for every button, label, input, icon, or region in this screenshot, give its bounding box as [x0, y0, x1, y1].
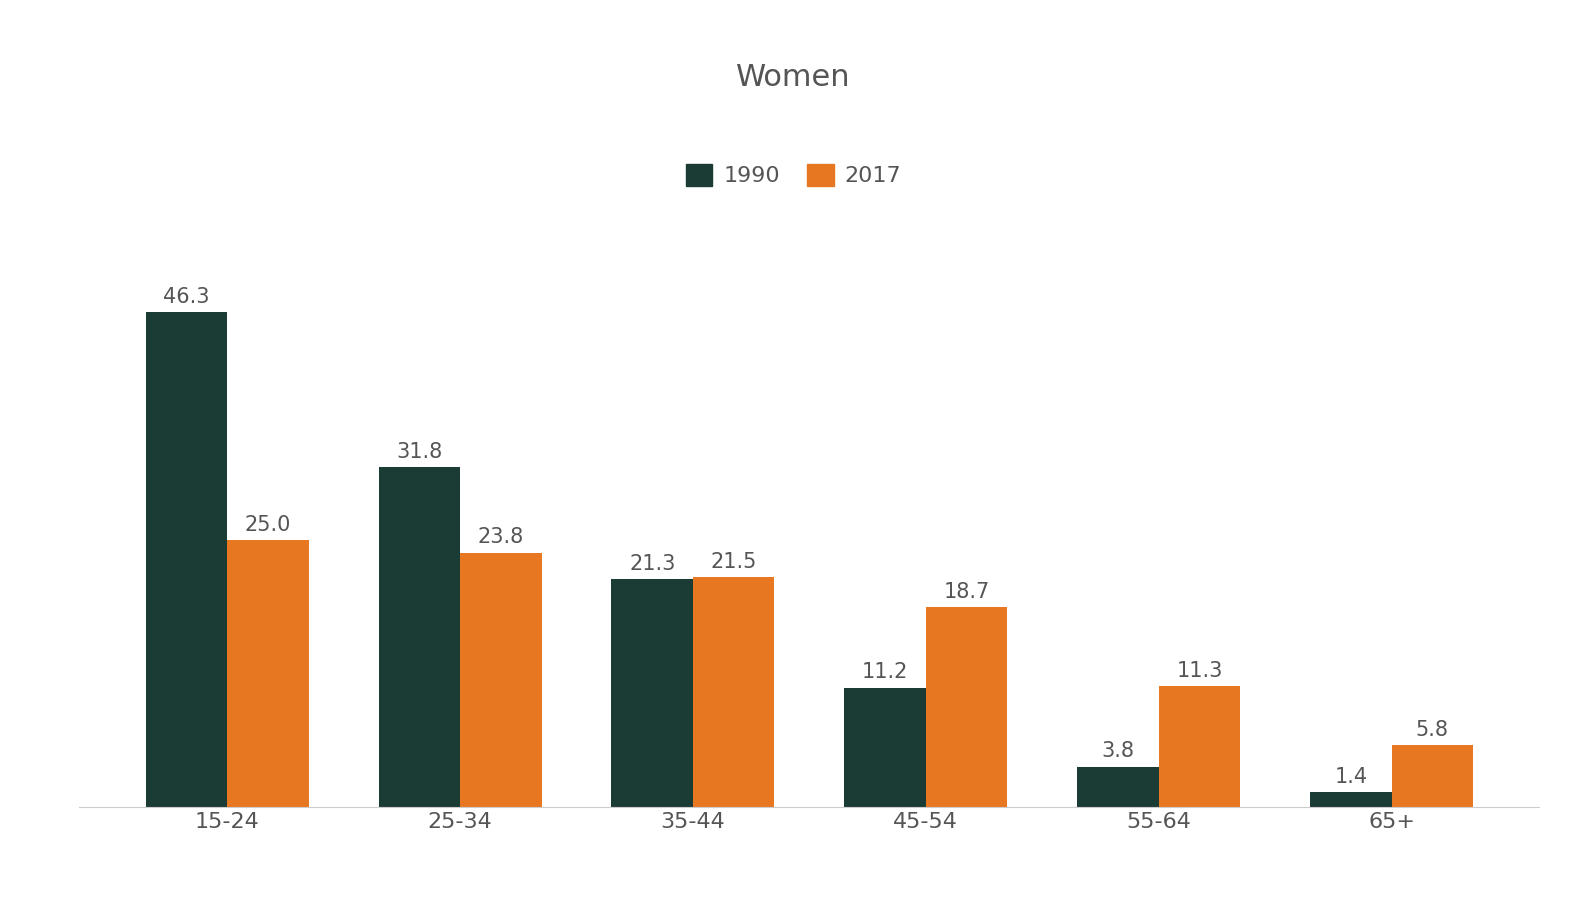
Bar [694, 578, 774, 807]
Text: 46.3: 46.3 [163, 287, 209, 307]
Text: 21.5: 21.5 [711, 552, 757, 572]
Bar [611, 579, 694, 807]
Bar [379, 467, 460, 807]
Bar [146, 312, 227, 807]
Bar [1078, 767, 1159, 807]
Text: 3.8: 3.8 [1101, 741, 1135, 762]
Text: 31.8: 31.8 [397, 442, 443, 462]
Bar [227, 540, 309, 807]
Text: 21.3: 21.3 [628, 554, 676, 574]
Bar [925, 607, 1008, 807]
Text: 1.4: 1.4 [1335, 767, 1368, 787]
Text: Women: Women [736, 63, 851, 91]
Bar [1159, 686, 1239, 807]
Text: 18.7: 18.7 [943, 582, 990, 602]
Text: 11.2: 11.2 [862, 662, 908, 683]
Bar [1309, 792, 1392, 807]
Legend: 1990, 2017: 1990, 2017 [678, 154, 909, 196]
Text: 11.3: 11.3 [1176, 661, 1222, 681]
Bar [1392, 745, 1473, 807]
Text: 5.8: 5.8 [1416, 720, 1449, 740]
Bar [844, 687, 925, 807]
Text: 25.0: 25.0 [244, 515, 290, 535]
Text: 23.8: 23.8 [478, 527, 524, 547]
Bar [460, 553, 541, 807]
